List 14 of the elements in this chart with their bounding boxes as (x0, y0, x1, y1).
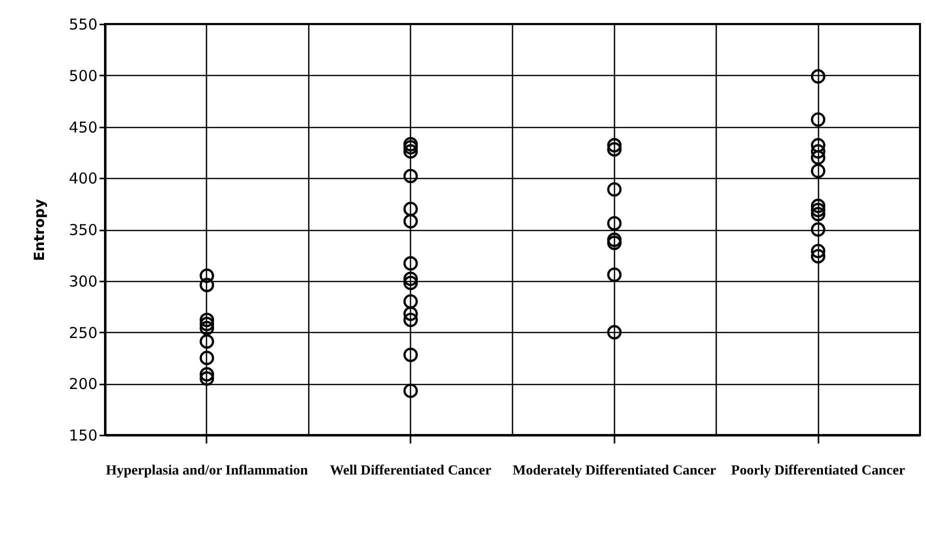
y-axis-title: Entropy (32, 199, 48, 261)
y-tick-label: 550 (68, 16, 98, 34)
x-tick-label: Well Differentiated Cancer (330, 464, 492, 478)
x-tick-label: Moderately Differentiated Cancer (512, 464, 716, 478)
x-tick-label: Poorly Differentiated Cancer (731, 464, 906, 478)
y-tick-label: 150 (68, 426, 98, 444)
x-tick-label: Hyperplasia and/or Inflammation (106, 464, 308, 478)
y-tick-label: 300 (68, 272, 98, 290)
y-tick-label: 450 (68, 118, 98, 136)
y-tick-label: 400 (68, 170, 98, 188)
y-tick-label: 250 (68, 324, 98, 342)
y-tick-label: 350 (68, 221, 98, 239)
y-tick-label: 500 (68, 66, 98, 85)
y-tick-label: 200 (68, 375, 98, 394)
